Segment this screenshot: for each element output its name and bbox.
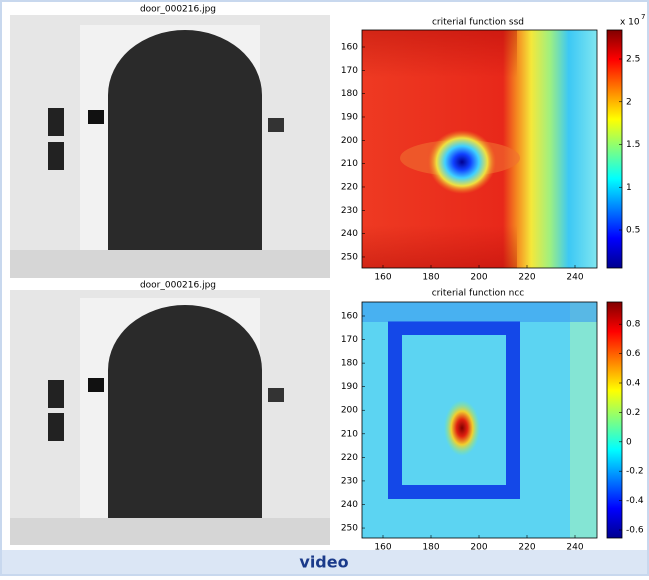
- colorbar-tick-label: 0.6: [626, 349, 641, 359]
- x-tick-label: 200: [470, 543, 487, 553]
- y-tick-label: 190: [341, 382, 358, 392]
- colorbar-tick-label: 0.2: [626, 408, 640, 418]
- heatmap: [361, 301, 598, 539]
- colorbar-tick-label: 2.5: [626, 55, 640, 65]
- x-tick-label: 160: [374, 543, 391, 553]
- colorbar-exponent: 7: [641, 13, 645, 21]
- colorbar: [606, 29, 623, 269]
- x-tick-label: 180: [422, 543, 439, 553]
- y-tick-label: 220: [341, 453, 358, 463]
- panel-title: criterial function ncc: [432, 289, 525, 299]
- colorbar-tick-label: 0.5: [626, 226, 640, 236]
- x-tick-label: 160: [374, 273, 391, 283]
- y-tick-label: 230: [341, 476, 358, 486]
- footer-bar: [2, 550, 647, 574]
- panel-title: door_000216.jpg: [140, 5, 216, 15]
- x-tick-label: 240: [566, 273, 583, 283]
- y-tick-label: 200: [341, 136, 358, 146]
- panel-title: door_000216.jpg: [140, 281, 216, 291]
- photo: [10, 290, 330, 545]
- y-tick-label: 250: [341, 252, 358, 262]
- y-tick-label: 160: [341, 43, 358, 53]
- y-tick-label: 230: [341, 206, 358, 216]
- y-tick-label: 200: [341, 406, 358, 416]
- footer: video: [299, 553, 348, 572]
- colorbar-tick-label: 2: [626, 97, 632, 107]
- x-tick-label: 220: [518, 273, 535, 283]
- y-tick-label: 180: [341, 89, 358, 99]
- y-tick-label: 220: [341, 182, 358, 192]
- colorbar-tick-label: -0.6: [626, 526, 644, 536]
- colorbar: [606, 301, 623, 539]
- colorbar-tick-label: 0: [626, 437, 632, 447]
- y-tick-label: 170: [341, 335, 358, 345]
- y-tick-label: 170: [341, 66, 358, 76]
- y-tick-label: 160: [341, 312, 358, 322]
- colorbar-tick-label: 0.8: [626, 320, 641, 330]
- y-tick-label: 210: [341, 429, 358, 439]
- x-tick-label: 220: [518, 543, 535, 553]
- colorbar-multiplier: x 10: [620, 18, 640, 28]
- colorbar-tick-label: 0.4: [626, 379, 641, 389]
- y-tick-label: 240: [341, 229, 358, 239]
- x-tick-label: 180: [422, 273, 439, 283]
- colorbar-tick-label: 1: [626, 183, 632, 193]
- y-tick-label: 210: [341, 159, 358, 169]
- x-tick-label: 240: [566, 543, 583, 553]
- y-tick-label: 180: [341, 359, 358, 369]
- colorbar-tick-label: -0.4: [626, 496, 644, 506]
- x-tick-label: 200: [470, 273, 487, 283]
- colorbar-tick-label: -0.2: [626, 467, 644, 477]
- y-tick-label: 250: [341, 524, 358, 534]
- y-tick-label: 190: [341, 112, 358, 122]
- panel-title: criterial function ssd: [432, 18, 524, 28]
- y-tick-label: 240: [341, 500, 358, 510]
- photo: [10, 15, 330, 278]
- heatmap: [361, 29, 598, 269]
- colorbar-tick-label: 1.5: [626, 140, 640, 150]
